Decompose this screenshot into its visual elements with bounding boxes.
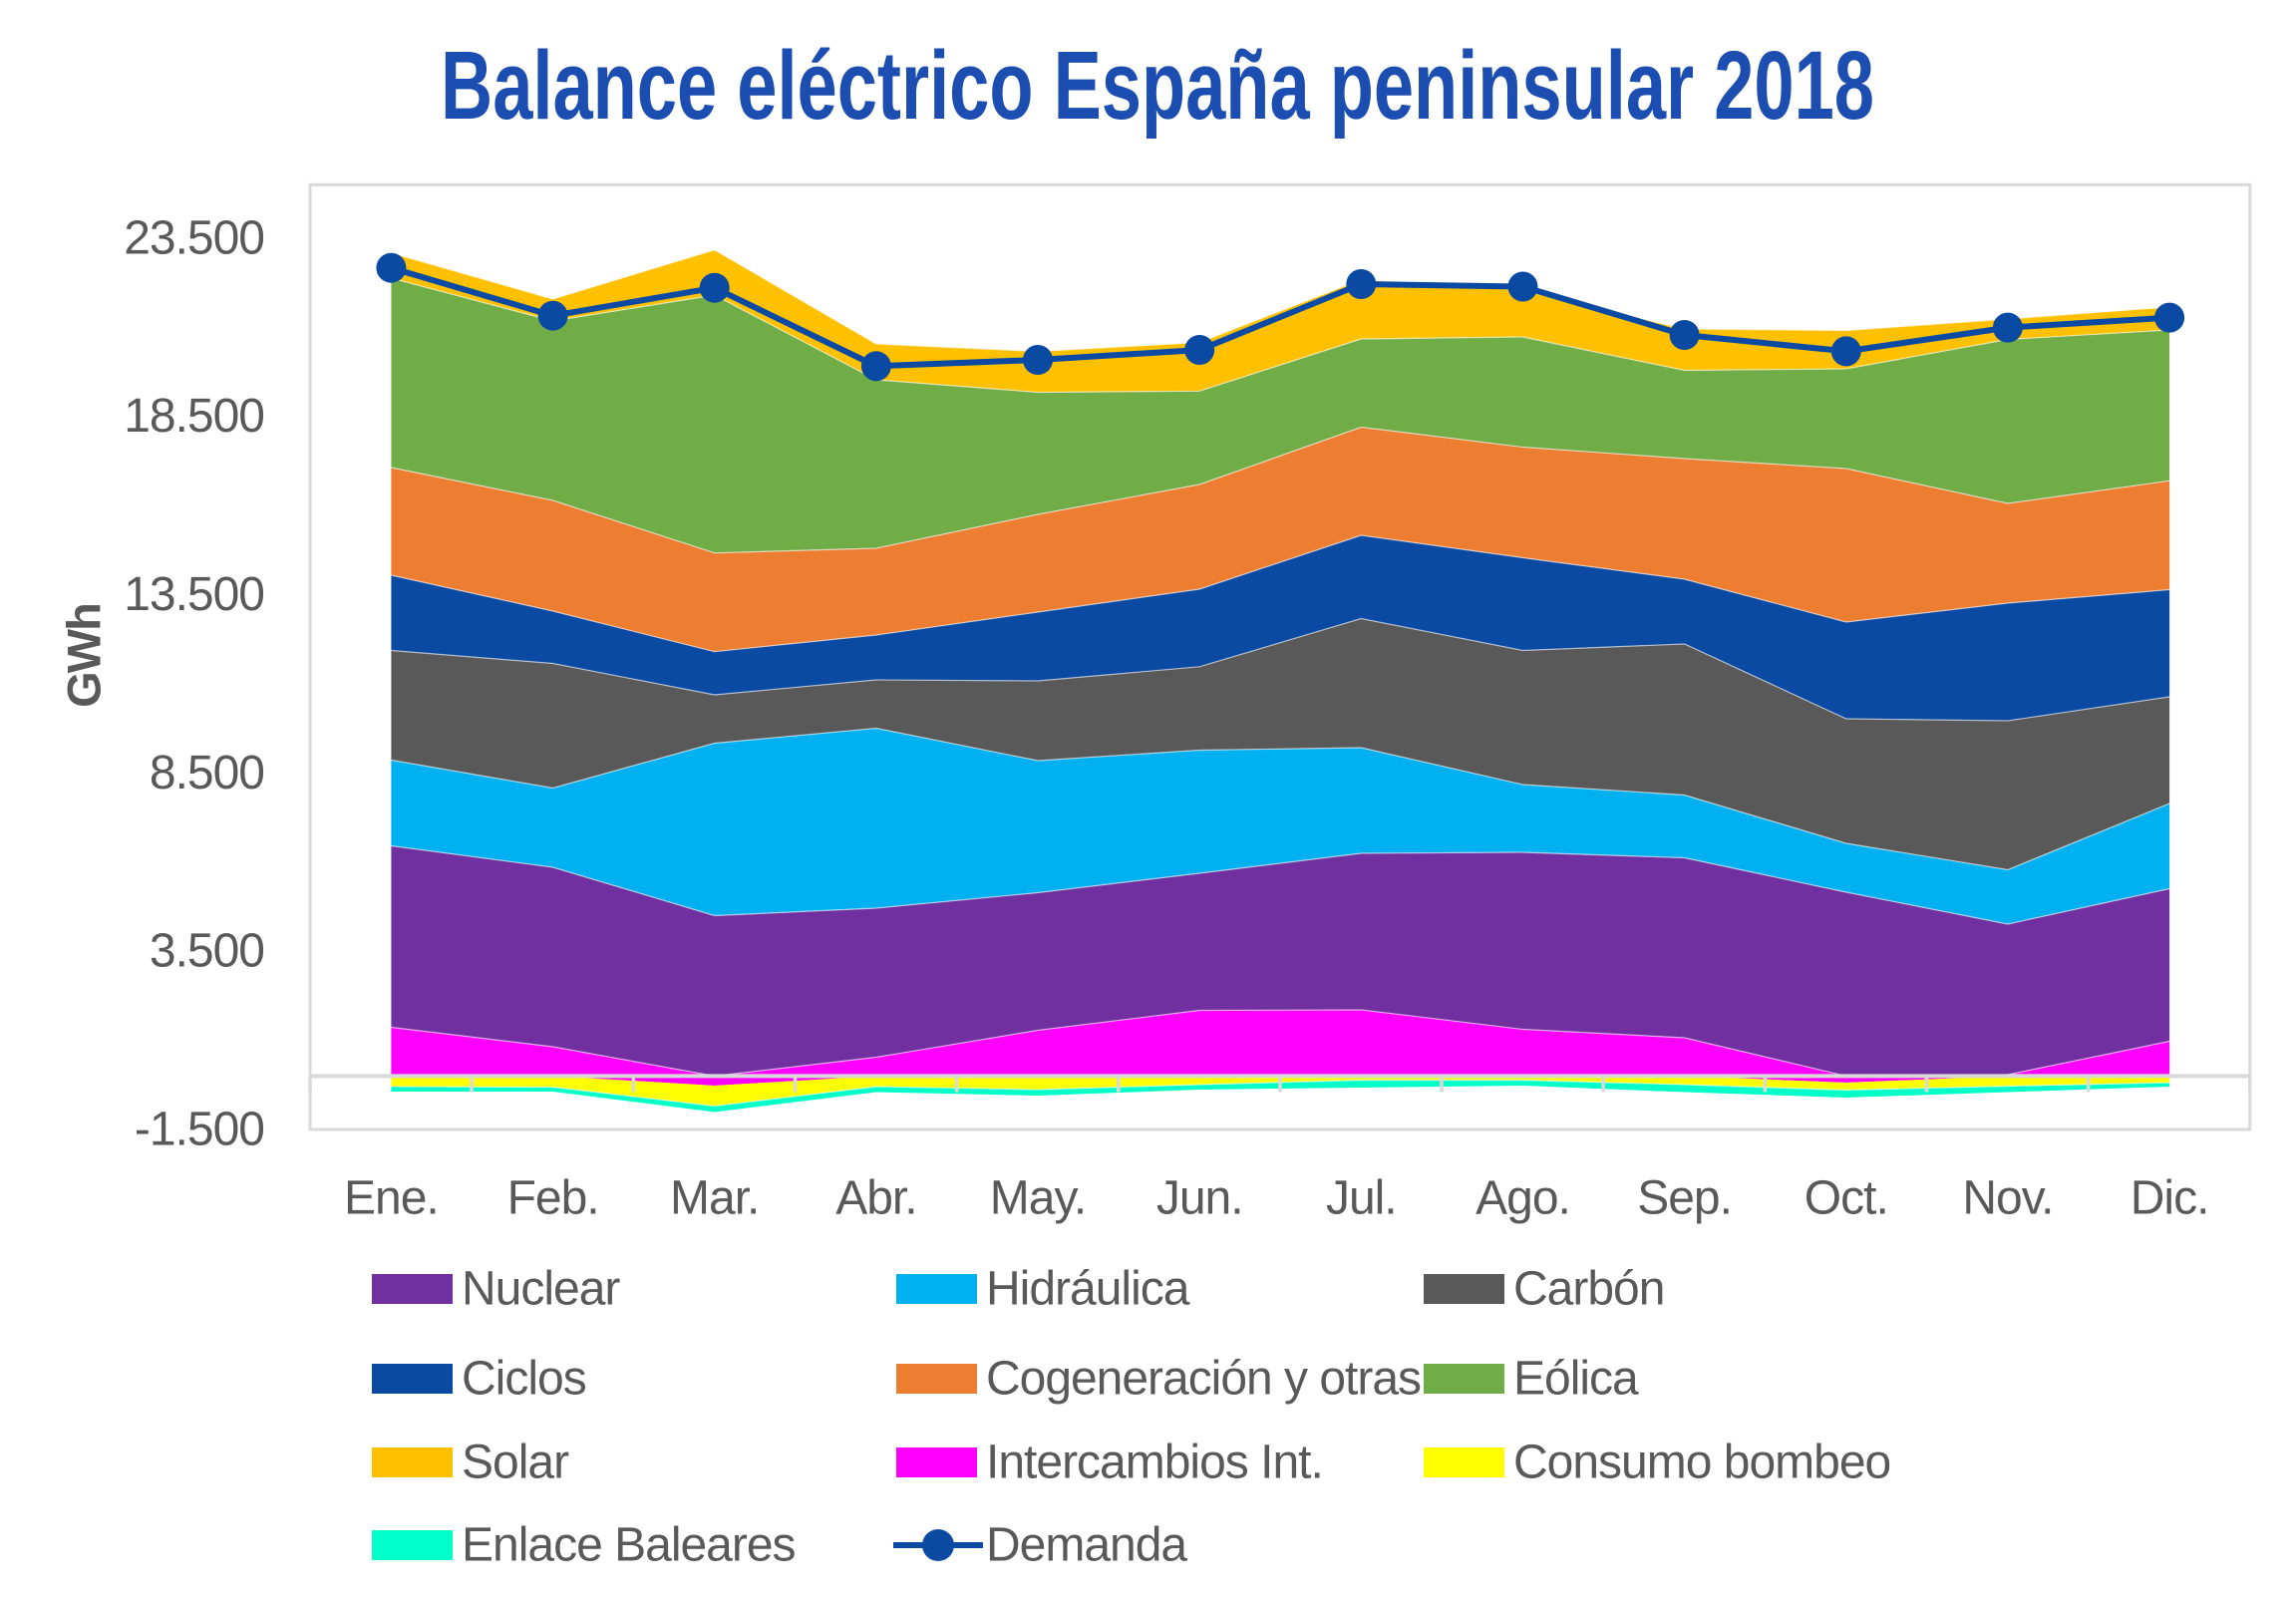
- svg-text:Hidráulica: Hidráulica: [986, 1263, 1190, 1316]
- svg-text:Solar: Solar: [462, 1437, 569, 1489]
- svg-text:Sep.: Sep.: [1637, 1172, 1732, 1225]
- svg-text:Demanda: Demanda: [986, 1519, 1187, 1572]
- svg-text:Consumo bombeo: Consumo bombeo: [1513, 1437, 1890, 1489]
- svg-text:23.500: 23.500: [124, 211, 264, 264]
- svg-text:3.500: 3.500: [150, 925, 264, 978]
- svg-text:Feb.: Feb.: [507, 1172, 599, 1225]
- svg-text:18.500: 18.500: [124, 390, 264, 443]
- svg-text:Nov.: Nov.: [1962, 1172, 2053, 1225]
- svg-text:GWh: GWh: [58, 604, 111, 708]
- svg-text:Intercambios Int.: Intercambios Int.: [986, 1437, 1323, 1489]
- svg-text:Nuclear: Nuclear: [462, 1263, 620, 1316]
- svg-text:-1.500: -1.500: [135, 1103, 264, 1155]
- svg-text:May.: May.: [990, 1172, 1086, 1225]
- svg-text:Oct.: Oct.: [1804, 1172, 1888, 1225]
- svg-text:Dic.: Dic.: [2131, 1172, 2209, 1225]
- svg-text:Carbón: Carbón: [1513, 1263, 1664, 1316]
- svg-text:Cogeneración y otras: Cogeneración y otras: [986, 1353, 1421, 1406]
- svg-text:Enlace Baleares: Enlace Baleares: [462, 1519, 796, 1572]
- svg-text:Mar.: Mar.: [670, 1172, 759, 1225]
- svg-text:Ciclos: Ciclos: [462, 1353, 586, 1406]
- svg-text:Eólica: Eólica: [1513, 1353, 1639, 1406]
- svg-text:Jun.: Jun.: [1156, 1172, 1243, 1225]
- svg-text:8.500: 8.500: [150, 747, 264, 800]
- svg-text:13.500: 13.500: [124, 568, 264, 621]
- svg-text:Ene.: Ene.: [344, 1172, 439, 1225]
- svg-text:Ago.: Ago.: [1476, 1172, 1570, 1225]
- svg-text:Balance eléctrico España penin: Balance eléctrico España peninsular 2018: [441, 31, 1874, 140]
- svg-text:Abr.: Abr.: [835, 1172, 916, 1225]
- svg-text:Jul.: Jul.: [1326, 1172, 1397, 1225]
